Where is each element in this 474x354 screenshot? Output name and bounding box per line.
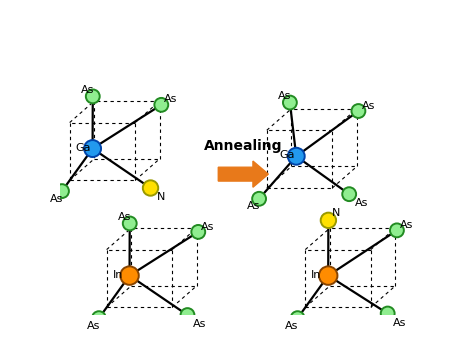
Text: Annealing: Annealing [204,138,283,153]
Circle shape [288,148,305,165]
Text: In: In [311,270,322,280]
Text: As: As [87,321,100,331]
Text: As: As [278,91,291,101]
Text: Ga: Ga [76,143,91,153]
Circle shape [55,184,69,198]
Text: N: N [157,192,165,202]
Text: As: As [285,321,299,331]
Circle shape [143,180,158,196]
Text: As: As [400,220,413,230]
Text: As: As [201,222,215,232]
Circle shape [155,98,168,112]
Circle shape [92,311,106,325]
Circle shape [390,223,404,237]
Circle shape [84,140,101,157]
Circle shape [123,217,137,230]
Circle shape [120,266,139,285]
Circle shape [291,311,304,325]
Circle shape [381,307,395,320]
Text: As: As [247,201,260,211]
Text: As: As [393,318,406,328]
FancyArrow shape [219,161,268,187]
Text: As: As [118,212,131,222]
Text: Ga: Ga [279,150,295,160]
Circle shape [342,187,356,201]
Text: In: In [113,270,123,280]
Text: As: As [164,95,178,104]
Circle shape [181,308,194,322]
Circle shape [252,192,266,206]
Circle shape [283,96,297,109]
Text: As: As [81,85,94,95]
Text: As: As [355,198,368,209]
Circle shape [352,104,365,118]
Circle shape [191,225,205,239]
Circle shape [86,90,100,103]
Circle shape [319,266,337,285]
Text: As: As [50,194,63,204]
Text: N: N [331,208,340,218]
Text: As: As [362,101,375,110]
Circle shape [321,213,336,228]
Text: As: As [193,319,206,329]
